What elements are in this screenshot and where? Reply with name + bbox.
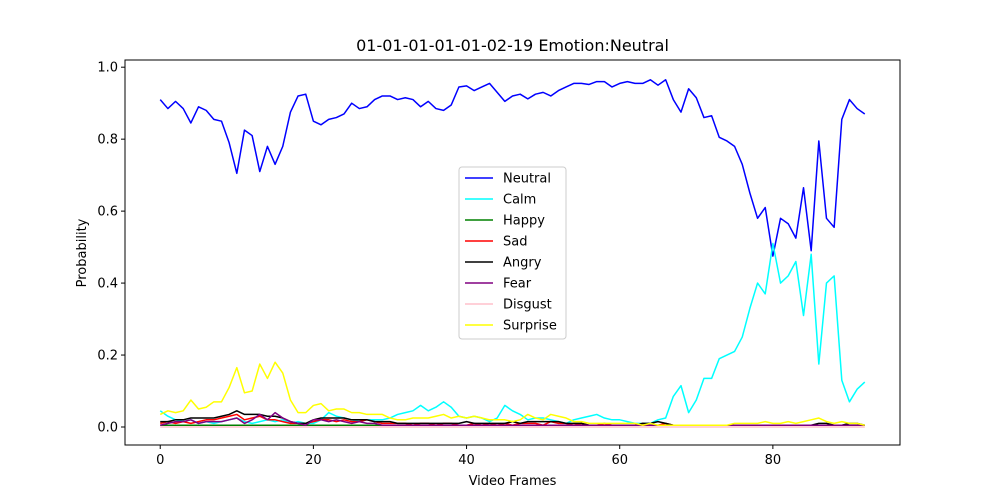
legend-label-angry: Angry: [503, 256, 542, 271]
x-tick-label: 80: [765, 453, 782, 468]
x-tick-label: 20: [305, 453, 322, 468]
x-tick-label: 0: [156, 453, 164, 468]
series-line-surprise: [159, 361, 865, 426]
y-tick-label: 0.4: [97, 277, 118, 292]
plot-area: [159, 79, 866, 428]
legend-label-sad: Sad: [503, 235, 527, 250]
legend-label-fear: Fear: [503, 277, 532, 292]
y-tick-label: 0.0: [97, 421, 118, 436]
plot-frame: [124, 59, 901, 446]
y-tick-label: 0.8: [97, 133, 118, 148]
legend: Neutral Calm Happy Sad Angry Fear Disgust Surpr…: [458, 166, 567, 340]
y-axis: 0.0 0.2 0.4 0.6 0.8 1.0: [97, 61, 125, 436]
y-axis-label: Probability: [75, 218, 90, 287]
series-line-fear: [160, 411, 865, 426]
x-axis-label: Video Frames: [469, 474, 557, 489]
x-axis: 0 20 40 60 80: [156, 445, 781, 468]
y-tick-label: 0.6: [97, 205, 118, 220]
legend-label-neutral: Neutral: [503, 172, 551, 187]
y-tick-label: 0.2: [97, 349, 118, 364]
legend-label-disgust: Disgust: [503, 298, 552, 313]
x-tick-label: 60: [611, 453, 628, 468]
chart-title: 01-01-01-01-01-02-19 Emotion:Neutral: [356, 36, 669, 55]
series-line-neutral: [159, 79, 866, 257]
legend-label-happy: Happy: [503, 214, 545, 229]
legend-label-calm: Calm: [503, 193, 536, 208]
legend-label-surprise: Surprise: [503, 319, 557, 334]
legend-box: [458, 166, 567, 340]
x-tick-label: 40: [458, 453, 475, 468]
y-tick-label: 1.0: [97, 61, 118, 76]
